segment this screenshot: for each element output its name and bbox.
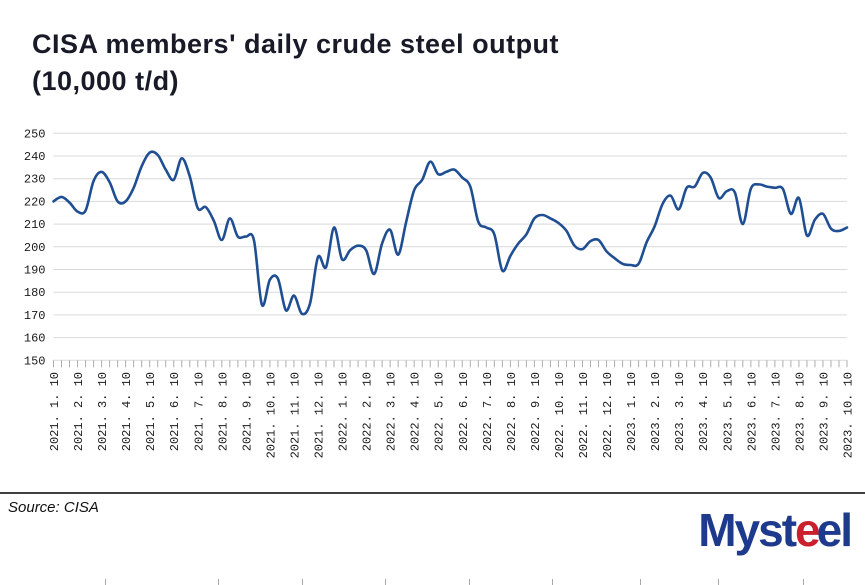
y-axis-label: 150 — [24, 354, 46, 368]
x-axis-label: 2022. 8. 10 — [505, 372, 519, 451]
x-axis-label: 2023. 3. 10 — [673, 372, 687, 451]
logo-segment: e — [816, 504, 843, 556]
y-axis-label: 180 — [24, 286, 46, 300]
page-edge-tick — [302, 579, 303, 585]
logo-segment: l — [840, 504, 853, 556]
x-axis-label: 2022. 12. 10 — [601, 372, 615, 458]
x-axis-label: 2022. 9. 10 — [529, 372, 543, 451]
separator-line — [0, 492, 865, 494]
page-edge-tick — [718, 579, 719, 585]
y-axis-label: 190 — [24, 264, 46, 278]
page-edge-tick — [218, 579, 219, 585]
mysteel-logo: Mysteel — [698, 503, 853, 557]
page-edge-tick — [803, 579, 804, 585]
x-axis-label: 2021. 4. 10 — [120, 372, 134, 451]
x-axis-label: 2023. 7. 10 — [769, 372, 783, 451]
x-axis-label: 2023. 6. 10 — [745, 372, 759, 451]
x-axis-label: 2022. 7. 10 — [481, 372, 495, 451]
y-axis-label: 160 — [24, 332, 46, 346]
x-axis-label: 2021. 2. 10 — [72, 372, 86, 451]
x-axis-label: 2022. 4. 10 — [409, 372, 423, 451]
x-axis-label: 2023. 9. 10 — [818, 372, 832, 451]
x-axis-label: 2023. 1. 10 — [625, 372, 639, 451]
y-axis-label: 230 — [24, 173, 46, 187]
y-axis-label: 240 — [24, 150, 46, 164]
y-axis-label: 250 — [24, 127, 46, 141]
x-axis-label: 2023. 8. 10 — [793, 372, 807, 451]
y-axis-label: 210 — [24, 218, 46, 232]
x-axis-label: 2022. 11. 10 — [577, 372, 591, 458]
x-axis-label: 2023. 5. 10 — [721, 372, 735, 451]
x-axis-label: 2021. 6. 10 — [168, 372, 182, 451]
logo-segment: e — [795, 504, 821, 556]
x-axis-label: 2021. 9. 10 — [240, 372, 254, 451]
x-axis-label: 2023. 2. 10 — [649, 372, 663, 451]
x-axis-label: 2021. 8. 10 — [216, 372, 230, 451]
x-axis-label: 2021. 7. 10 — [192, 372, 206, 451]
x-axis-label: 2021. 3. 10 — [96, 372, 110, 451]
x-axis-label: 2022. 1. 10 — [337, 372, 351, 451]
data-series-line — [52, 150, 849, 316]
x-axis-label: 2022. 3. 10 — [385, 372, 399, 451]
x-axis-label: 2021. 11. 10 — [289, 372, 303, 458]
x-axis-label: 2022. 10. 10 — [553, 372, 567, 458]
page-edge-tick — [640, 579, 641, 585]
x-axis-label: 2022. 6. 10 — [457, 372, 471, 451]
x-axis-label: 2021. 10. 10 — [264, 372, 278, 458]
page-edge-tick — [469, 579, 470, 585]
chart-title: CISA members' daily crude steel output (… — [32, 29, 560, 96]
page-edge-tick — [552, 579, 553, 585]
x-axis-label: 2022. 5. 10 — [433, 372, 447, 451]
x-axis-label: 2021. 5. 10 — [144, 372, 158, 451]
logo-segment: Myst — [698, 504, 797, 556]
y-axis-label: 200 — [24, 241, 46, 255]
y-axis-label: 170 — [24, 309, 46, 323]
page-edge-tick — [385, 579, 386, 585]
x-axis-label: 2023. 4. 10 — [697, 372, 711, 451]
x-axis-label: 2022. 2. 10 — [361, 372, 375, 451]
y-axis-label: 220 — [24, 195, 46, 209]
x-axis-label: 2023. 10. 10 — [842, 372, 856, 458]
x-axis-label: 2021. 12. 10 — [313, 372, 327, 458]
page-edge-tick — [105, 579, 106, 585]
x-axis-label: 2021. 1. 10 — [48, 372, 62, 451]
source-label: Source: CISA — [8, 499, 99, 516]
